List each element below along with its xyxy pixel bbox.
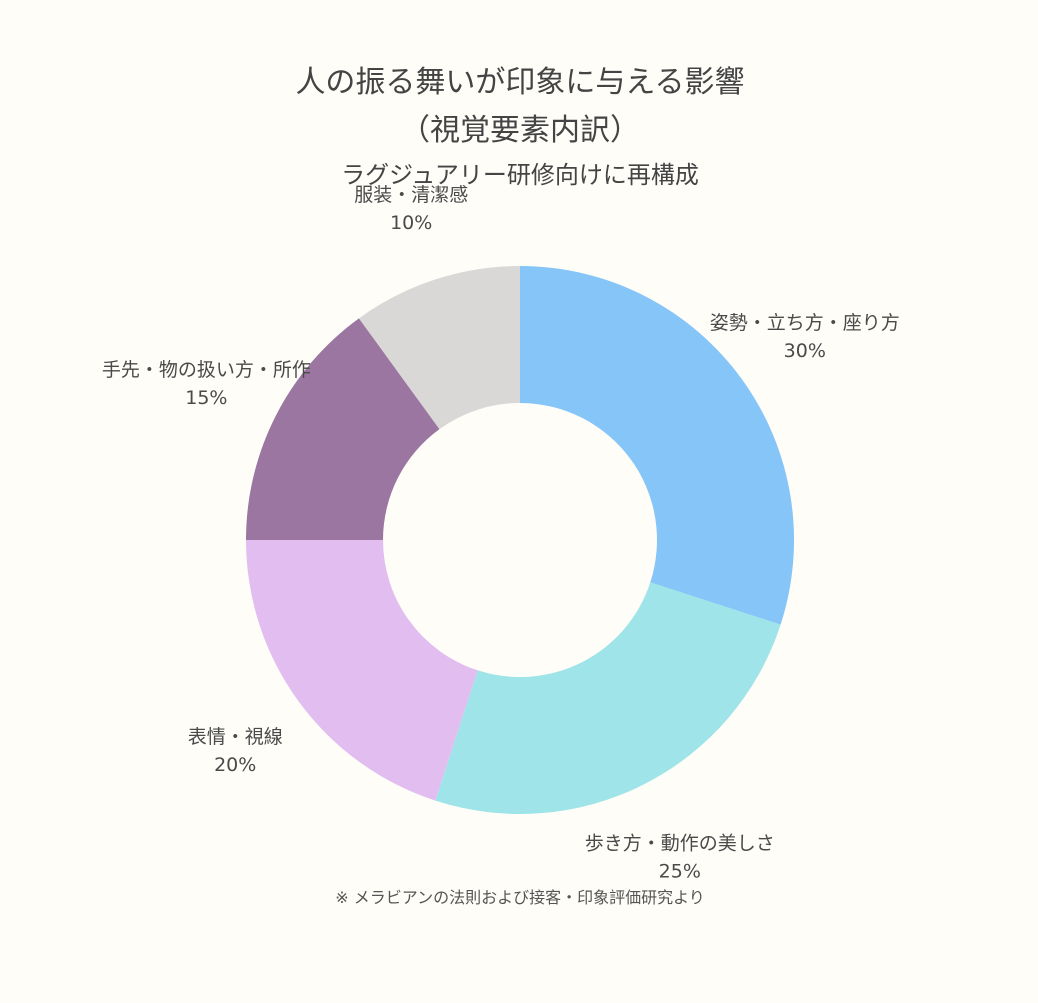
chart-title-line-2: （視覚要素内訳） <box>400 113 640 148</box>
slice-labels: 姿勢・立ち方・座り方 30% 歩き方・動作の美しさ 25% 表情・視線 20% 手先・物の扱… <box>102 184 900 882</box>
slice-1 <box>520 266 794 625</box>
chart-subtitle: ラグジュアリー研修向けに再構成 <box>341 161 699 189</box>
chart-title-line-1: 人の振る舞いが印象に与える影響 <box>295 65 744 100</box>
slice-value-2: 25% <box>659 861 701 883</box>
source-note: ※ メラビアンの法則および接客・印象評価研究より <box>335 888 705 907</box>
slice-value-1: 30% <box>784 340 826 362</box>
donut-slices <box>246 266 794 814</box>
slice-label-5: 服装・清潔感 <box>354 184 468 206</box>
slice-label-2: 歩き方・動作の美しさ <box>585 833 775 855</box>
slice-label-3: 表情・視線 <box>188 726 283 748</box>
slice-value-5: 10% <box>390 212 432 234</box>
slice-label-4: 手先・物の扱い方・所作 <box>102 359 311 381</box>
slice-value-3: 20% <box>214 754 256 776</box>
slice-5 <box>358 266 520 430</box>
slice-3 <box>246 540 478 801</box>
slice-label-1: 姿勢・立ち方・座り方 <box>710 312 900 334</box>
slice-value-4: 15% <box>185 387 227 409</box>
slice-2 <box>435 582 781 814</box>
slice-4 <box>246 318 440 540</box>
